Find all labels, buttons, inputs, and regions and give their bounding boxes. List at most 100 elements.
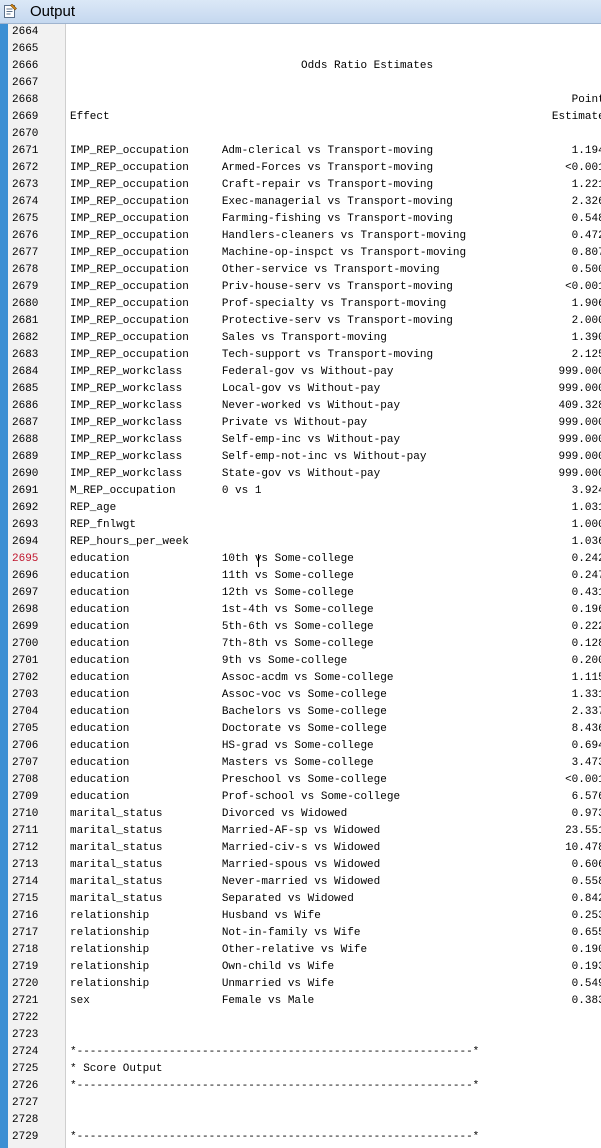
output-line[interactable]: 2686 IMP_REP_workclass Never-worked vs Wi… — [0, 398, 601, 415]
line-number: 2694 — [12, 536, 39, 548]
output-line[interactable]: 2683 IMP_REP_occupation Tech-support vs T… — [0, 347, 601, 364]
line-text: IMP_REP_occupation Sales vs Transport-mo… — [70, 332, 601, 344]
output-line[interactable]: 2697 education 12th vs Some-college 0.431 — [0, 585, 601, 602]
output-line[interactable]: 2687 IMP_REP_workclass Private vs Without… — [0, 415, 601, 432]
line-text: education 11th vs Some-college 0.247 — [70, 570, 601, 582]
output-line[interactable]: 2703 education Assoc-voc vs Some-college … — [0, 687, 601, 704]
output-line[interactable]: 2707 education Masters vs Some-college 3.… — [0, 755, 601, 772]
line-text: IMP_REP_occupation Other-service vs Tran… — [70, 264, 601, 276]
output-line[interactable]: 2682 IMP_REP_occupation Sales vs Transpor… — [0, 330, 601, 347]
output-line[interactable]: 2684 IMP_REP_workclass Federal-gov vs Wit… — [0, 364, 601, 381]
output-line[interactable]: 2695 education 10th vs Some-college 0.242 — [0, 551, 601, 568]
line-number: 2685 — [12, 383, 39, 395]
line-number: 2668 — [12, 94, 39, 106]
output-line[interactable]: 2675 IMP_REP_occupation Farming-fishing v… — [0, 211, 601, 228]
output-line[interactable]: 2665 — [0, 41, 601, 58]
line-text: IMP_REP_workclass Federal-gov vs Without… — [70, 366, 601, 378]
output-line[interactable]: 2691 M_REP_occupation 0 vs 1 3.924 — [0, 483, 601, 500]
output-line[interactable]: 2723 — [0, 1027, 601, 1044]
output-line[interactable]: 2664 — [0, 24, 601, 41]
output-line[interactable]: 2720 relationship Unmarried vs Wife 0.549 — [0, 976, 601, 993]
line-number: 2719 — [12, 961, 39, 973]
output-line[interactable]: 2677 IMP_REP_occupation Machine-op-inspct… — [0, 245, 601, 262]
output-line[interactable]: 2676 IMP_REP_occupation Handlers-cleaners… — [0, 228, 601, 245]
output-line[interactable]: 2708 education Preschool vs Some-college … — [0, 772, 601, 789]
window-titlebar[interactable]: Output — [0, 0, 601, 24]
output-line[interactable]: 2719 relationship Own-child vs Wife 0.193 — [0, 959, 601, 976]
output-line[interactable]: 2710 marital_status Divorced vs Widowed 0… — [0, 806, 601, 823]
output-line[interactable]: 2694 REP_hours_per_week 1.036 — [0, 534, 601, 551]
output-line[interactable]: 2715 marital_status Separated vs Widowed … — [0, 891, 601, 908]
line-text: IMP_REP_workclass Local-gov vs Without-p… — [70, 383, 601, 395]
output-line[interactable]: 2721 sex Female vs Male 0.383 — [0, 993, 601, 1010]
output-line[interactable]: 2681 IMP_REP_occupation Protective-serv v… — [0, 313, 601, 330]
output-line[interactable]: 2709 education Prof-school vs Some-colleg… — [0, 789, 601, 806]
output-line[interactable]: 2705 education Doctorate vs Some-college … — [0, 721, 601, 738]
output-line[interactable]: 2714 marital_status Never-married vs Wido… — [0, 874, 601, 891]
line-text: education Assoc-voc vs Some-college 1.33… — [70, 689, 601, 701]
line-number: 2724 — [12, 1046, 39, 1058]
output-line[interactable]: 2706 education HS-grad vs Some-college 0.… — [0, 738, 601, 755]
output-line[interactable]: 2672 IMP_REP_occupation Armed-Forces vs T… — [0, 160, 601, 177]
line-text: marital_status Divorced vs Widowed 0.973 — [70, 808, 601, 820]
line-text: IMP_REP_occupation Exec-managerial vs Tr… — [70, 196, 601, 208]
line-text: Effect Estimate — [70, 111, 601, 123]
line-text: education Assoc-acdm vs Some-college 1.1… — [70, 672, 601, 684]
line-number: 2688 — [12, 434, 39, 446]
output-line[interactable]: 2674 IMP_REP_occupation Exec-managerial v… — [0, 194, 601, 211]
line-number: 2725 — [12, 1063, 39, 1075]
line-text: *---------------------------------------… — [70, 1131, 480, 1143]
output-line[interactable]: 2678 IMP_REP_occupation Other-service vs … — [0, 262, 601, 279]
line-number: 2675 — [12, 213, 39, 225]
output-line[interactable]: 2716 relationship Husband vs Wife 0.253 — [0, 908, 601, 925]
output-line[interactable]: 2671 IMP_REP_occupation Adm-clerical vs T… — [0, 143, 601, 160]
output-line[interactable]: 2693 REP_fnlwgt 1.000 — [0, 517, 601, 534]
output-line[interactable]: 2701 education 9th vs Some-college 0.200 — [0, 653, 601, 670]
output-line[interactable]: 2729 *-----------------------------------… — [0, 1129, 601, 1146]
output-line[interactable]: 2692 REP_age 1.031 — [0, 500, 601, 517]
output-line[interactable]: 2702 education Assoc-acdm vs Some-college… — [0, 670, 601, 687]
output-line[interactable]: 2711 marital_status Married-AF-sp vs Wido… — [0, 823, 601, 840]
output-line[interactable]: 2668 Point — [0, 92, 601, 109]
line-number: 2727 — [12, 1097, 39, 1109]
output-line[interactable]: 2722 — [0, 1010, 601, 1027]
output-line[interactable]: 2712 marital_status Married-civ-s vs Wido… — [0, 840, 601, 857]
output-text-area[interactable]: 2664 2665 2666 Odds Ratio Estimates 2667 266… — [0, 24, 601, 1148]
output-line[interactable]: 2670 — [0, 126, 601, 143]
line-text: education Prof-school vs Some-college 6.… — [70, 791, 601, 803]
output-line[interactable]: 2685 IMP_REP_workclass Local-gov vs Witho… — [0, 381, 601, 398]
output-line[interactable]: 2724 *-----------------------------------… — [0, 1044, 601, 1061]
output-line[interactable]: 2704 education Bachelors vs Some-college … — [0, 704, 601, 721]
output-line[interactable]: 2717 relationship Not-in-family vs Wife 0… — [0, 925, 601, 942]
output-line[interactable]: 2667 — [0, 75, 601, 92]
output-line[interactable]: 2699 education 5th-6th vs Some-college 0.… — [0, 619, 601, 636]
output-line[interactable]: 2679 IMP_REP_occupation Priv-house-serv v… — [0, 279, 601, 296]
output-line[interactable]: 2728 — [0, 1112, 601, 1129]
output-line[interactable]: 2726 *-----------------------------------… — [0, 1078, 601, 1095]
output-line[interactable]: 2688 IMP_REP_workclass Self-emp-inc vs Wi… — [0, 432, 601, 449]
line-number: 2690 — [12, 468, 39, 480]
output-line[interactable]: 2673 IMP_REP_occupation Craft-repair vs T… — [0, 177, 601, 194]
output-line[interactable]: 2700 education 7th-8th vs Some-college 0.… — [0, 636, 601, 653]
output-line[interactable]: 2690 IMP_REP_workclass State-gov vs Witho… — [0, 466, 601, 483]
output-line[interactable]: 2689 IMP_REP_workclass Self-emp-not-inc v… — [0, 449, 601, 466]
output-line[interactable]: 2727 — [0, 1095, 601, 1112]
output-line[interactable]: 2669 Effect Estimate — [0, 109, 601, 126]
line-number: 2712 — [12, 842, 39, 854]
line-text: IMP_REP_occupation Tech-support vs Trans… — [70, 349, 601, 361]
line-number: 2722 — [12, 1012, 39, 1024]
line-text: education 10th vs Some-college 0.242 — [70, 553, 601, 565]
line-number: 2671 — [12, 145, 39, 157]
line-number: 2691 — [12, 485, 39, 497]
output-line[interactable]: 2713 marital_status Married-spous vs Wido… — [0, 857, 601, 874]
line-number: 2697 — [12, 587, 39, 599]
output-line[interactable]: 2680 IMP_REP_occupation Prof-specialty vs… — [0, 296, 601, 313]
line-number: 2669 — [12, 111, 39, 123]
line-number: 2683 — [12, 349, 39, 361]
output-line[interactable]: 2666 Odds Ratio Estimates — [0, 58, 601, 75]
output-line[interactable]: 2698 education 1st-4th vs Some-college 0.… — [0, 602, 601, 619]
output-line[interactable]: 2725 * Score Output — [0, 1061, 601, 1078]
output-line[interactable]: 2696 education 11th vs Some-college 0.247 — [0, 568, 601, 585]
output-line[interactable]: 2718 relationship Other-relative vs Wife … — [0, 942, 601, 959]
